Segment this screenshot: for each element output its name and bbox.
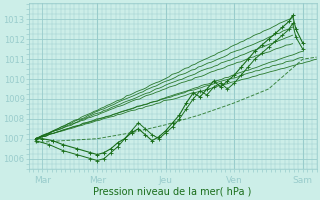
- X-axis label: Pression niveau de la mer( hPa ): Pression niveau de la mer( hPa ): [93, 187, 252, 197]
